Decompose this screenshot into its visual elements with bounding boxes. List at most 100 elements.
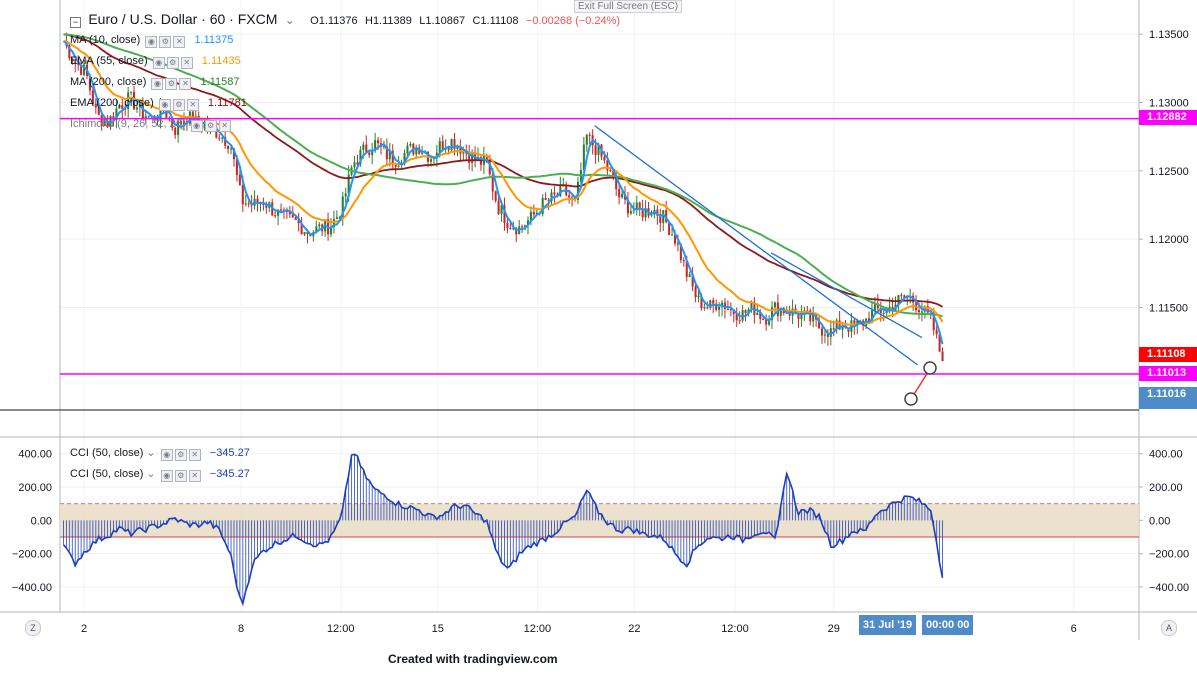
- close-icon[interactable]: ✕: [186, 99, 199, 111]
- candle-body: [917, 310, 921, 313]
- candle-body: [471, 153, 474, 163]
- candle-body: [441, 141, 444, 150]
- cci-axis[interactable]: 400.00 400.00 200.00 200.00 0.00 0.00 −200.00 −…: [12, 449, 1189, 594]
- eye-icon[interactable]: ◉: [152, 57, 165, 69]
- candle-body: [509, 228, 512, 230]
- candle-body: [562, 185, 565, 187]
- candle-body: [938, 334, 941, 352]
- candle-body: [812, 314, 815, 322]
- gear-icon[interactable]: ⚙: [204, 120, 217, 132]
- eye-icon[interactable]: ◉: [158, 99, 171, 111]
- close-icon[interactable]: ✕: [180, 57, 193, 69]
- candle-body: [306, 232, 309, 234]
- chevron-down-icon[interactable]: ⌄: [146, 447, 156, 459]
- candle-body: [100, 114, 103, 127]
- close-icon[interactable]: ✕: [188, 470, 201, 482]
- eye-icon[interactable]: ◉: [160, 449, 173, 461]
- gear-icon[interactable]: ⚙: [174, 449, 187, 461]
- eye-icon[interactable]: ◉: [151, 78, 164, 90]
- candle-body: [935, 330, 938, 335]
- eye-icon[interactable]: ◉: [145, 36, 158, 48]
- candle-body: [388, 150, 391, 160]
- cci-axis-right-label: −400.00: [1149, 582, 1189, 594]
- candle-body: [94, 104, 97, 108]
- gear-icon[interactable]: ⚙: [166, 57, 179, 69]
- candle-body: [700, 295, 703, 309]
- candle-body: [103, 120, 106, 127]
- candle-body: [491, 174, 494, 192]
- main-axis-label: 1.11500: [1149, 303, 1188, 315]
- eye-icon[interactable]: ◉: [160, 470, 173, 482]
- candle-body: [559, 186, 562, 197]
- candle-body: [903, 295, 906, 298]
- candle-body: [171, 118, 174, 128]
- eye-icon[interactable]: ◉: [190, 120, 203, 132]
- close-icon[interactable]: ✕: [173, 36, 186, 48]
- gear-icon[interactable]: ⚙: [174, 470, 187, 482]
- candle-body: [920, 311, 923, 313]
- cci-axis-right-label: −200.00: [1149, 549, 1189, 561]
- legend-ma200[interactable]: MA (200, close) ◉ ⚙ ✕ 1.11587: [70, 76, 240, 90]
- close-icon[interactable]: ✕: [188, 449, 201, 461]
- candle-body: [926, 306, 929, 313]
- candle-body: [809, 310, 812, 322]
- zoom-button[interactable]: Z: [25, 620, 41, 636]
- candle-body: [344, 193, 347, 197]
- candle-body: [712, 300, 715, 304]
- main-price-axis[interactable]: 1.13500 1.13000 1.12500 1.12000 1.11500: [1139, 29, 1189, 315]
- candle-body: [362, 144, 365, 150]
- candle-body: [685, 260, 688, 277]
- candle-body: [588, 134, 591, 136]
- legend-ema55[interactable]: EMA (55, close) ◉ ⚙ ✕ 1.11435: [70, 55, 241, 69]
- ohlc-high: H1.11389: [365, 15, 412, 27]
- price-tag-crosshair: 1.11016: [1139, 387, 1197, 409]
- candle-body: [671, 234, 674, 236]
- candle-body: [585, 134, 588, 145]
- chevron-down-icon[interactable]: ⌄: [284, 13, 295, 27]
- candle-body: [823, 334, 826, 336]
- legend-cci-2[interactable]: CCI (50, close) ⌄ ◉ ⚙ ✕ −345.27: [70, 467, 250, 482]
- candle-body: [841, 326, 844, 330]
- crosshair-time-tag: 00:00 00: [922, 615, 974, 635]
- candle-body: [341, 196, 344, 219]
- close-icon[interactable]: ✕: [179, 78, 192, 90]
- candle-body: [770, 307, 774, 321]
- candle-body: [732, 309, 735, 314]
- time-axis[interactable]: 2 8 12:00 15 12:00 22 12:00 29 6: [81, 623, 1077, 635]
- drawing-handle-top[interactable]: [923, 361, 937, 375]
- candle-body: [765, 318, 768, 325]
- candle-body: [832, 328, 835, 330]
- candle-body: [582, 144, 585, 170]
- candle-body: [603, 156, 606, 161]
- legend-cci-1[interactable]: CCI (50, close) ⌄ ◉ ⚙ ✕ −345.27: [70, 446, 250, 461]
- gear-icon[interactable]: ⚙: [159, 36, 172, 48]
- drawing-handle-bottom[interactable]: [904, 392, 918, 406]
- candle-body: [353, 162, 356, 168]
- chevron-down-icon[interactable]: ⌄: [146, 468, 156, 480]
- candle-body: [291, 214, 294, 218]
- candle-body: [288, 211, 291, 215]
- candle-body: [688, 274, 691, 277]
- legend-ichimoku[interactable]: Ichimoku (9, 26, 52, 26) ◉ ⚙ ✕: [70, 118, 231, 132]
- legend-ema200[interactable]: EMA (200, close) ◉ ⚙ ✕ 1.11781: [70, 97, 247, 111]
- collapse-icon[interactable]: −: [70, 17, 81, 28]
- cci-axis-right-label: 0.00: [1149, 515, 1170, 527]
- candle-body: [532, 211, 535, 215]
- symbol-title[interactable]: Euro / U.S. Dollar · 60 · FXCM: [88, 11, 278, 27]
- gear-icon[interactable]: ⚙: [172, 99, 185, 111]
- candle-body: [756, 312, 759, 315]
- cci-axis-left-label: 400.00: [18, 449, 52, 461]
- legend-ma10-label: MA (10, close): [70, 34, 141, 46]
- close-icon[interactable]: ✕: [218, 120, 231, 132]
- gear-icon[interactable]: ⚙: [165, 78, 178, 90]
- candle-body: [676, 243, 679, 245]
- legend-ma10[interactable]: MA (10, close) ◉ ⚙ ✕ 1.11375: [70, 34, 233, 48]
- auto-scale-button[interactable]: A: [1161, 620, 1177, 636]
- candle-body: [147, 115, 150, 117]
- ohlc-change: −0.00268 (−0.24%): [525, 15, 621, 27]
- main-axis-label: 1.13500: [1149, 29, 1189, 41]
- exit-fullscreen-button[interactable]: Exit Full Screen (ESC): [574, 0, 683, 13]
- candle-body: [68, 45, 71, 59]
- candle-body: [797, 313, 800, 319]
